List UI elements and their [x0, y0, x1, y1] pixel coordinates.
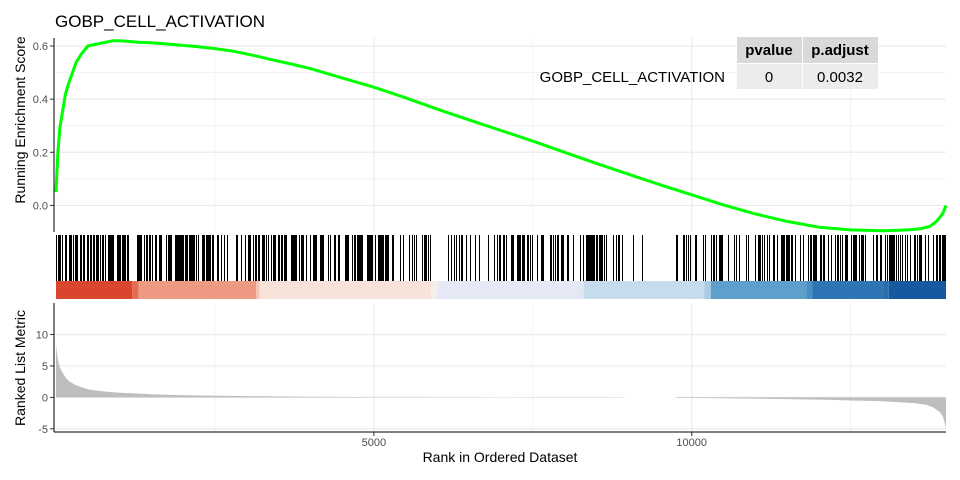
x-tick-label-0: 5000: [362, 437, 386, 449]
x-axis-title: Rank in Ordered Dataset: [423, 449, 578, 465]
gene-hit-lines: [56, 235, 946, 281]
metric-y-tick-label-3: 10: [36, 329, 48, 341]
stats-table: pvalue p.adjust GOBP_CELL_ACTIVATION 0 0…: [540, 37, 878, 89]
es-y-tick-label-1: 0.2: [33, 147, 48, 159]
table-value-padjust-cell: [803, 64, 878, 89]
color-bar-segment-2: [138, 281, 257, 299]
color-bar-segment-4: [259, 281, 432, 299]
metric-y-tick-label-0: -5: [38, 424, 48, 436]
table-header-padjust: p.adjust: [811, 42, 869, 59]
table-row-label: GOBP_CELL_ACTIVATION: [540, 69, 725, 86]
hit-grid: [373, 235, 693, 281]
color-bar-segment-13: [882, 281, 889, 299]
running-enrichment-panel: 0.0 0.2 0.4 0.6 Running Enrichment Score pv…: [12, 36, 948, 233]
color-bar-segment-0: [56, 281, 133, 299]
es-y-tick-label-3: 0.6: [33, 41, 48, 53]
rank-color-bar: [56, 281, 946, 299]
metric-grid: [56, 303, 946, 432]
ranked-metric-panel: -5 0 5 10 5000 10000 Ranked List Metric Rank…: [12, 303, 946, 465]
metric-y-axis-title: Ranked List Metric: [12, 310, 28, 426]
table-header-pvalue-cell: [737, 37, 802, 63]
color-bar-segment-12: [812, 281, 883, 299]
metric-y-tick-label-2: 5: [42, 361, 48, 373]
color-bar-segment-6: [437, 281, 578, 299]
color-bar-segment-9: [704, 281, 711, 299]
ranked-metric-area: [56, 343, 946, 428]
metric-y-tick-label-1: 0: [42, 392, 48, 404]
table-header-pvalue: pvalue: [745, 42, 793, 59]
color-bar-segment-5: [431, 281, 438, 299]
es-y-tick-label-0: 0.0: [33, 200, 48, 212]
es-y-axis-ticks: 0.0 0.2 0.4 0.6: [33, 41, 54, 212]
es-y-axis-title: Running Enrichment Score: [12, 36, 28, 204]
running-enrichment-curve: [54, 39, 948, 233]
color-bar-segment-11: [806, 281, 813, 299]
table-header-padjust-cell: [803, 37, 878, 63]
color-bar-segment-1: [132, 281, 139, 299]
x-tick-label-1: 10000: [676, 437, 707, 449]
table-value-pvalue: 0: [765, 69, 773, 86]
metric-y-axis-ticks: -5 0 5 10: [36, 329, 54, 436]
color-bar-segment-7: [577, 281, 584, 299]
metric-x-axis-ticks: 5000 10000: [362, 432, 707, 449]
table-value-padjust: 0.0032: [817, 69, 863, 86]
metric-gap: [624, 395, 676, 400]
color-bar-segment-14: [888, 281, 946, 299]
hit-positions-panel: [56, 235, 946, 299]
es-y-tick-label-2: 0.4: [33, 94, 48, 106]
gene-hit-ticks: [56, 235, 946, 281]
color-bar-segment-10: [710, 281, 807, 299]
table-value-pvalue-cell: [737, 64, 802, 89]
chart-title: GOBP_CELL_ACTIVATION: [55, 12, 265, 31]
color-bar-segment-8: [583, 281, 705, 299]
color-bar-segment-3: [256, 281, 260, 299]
